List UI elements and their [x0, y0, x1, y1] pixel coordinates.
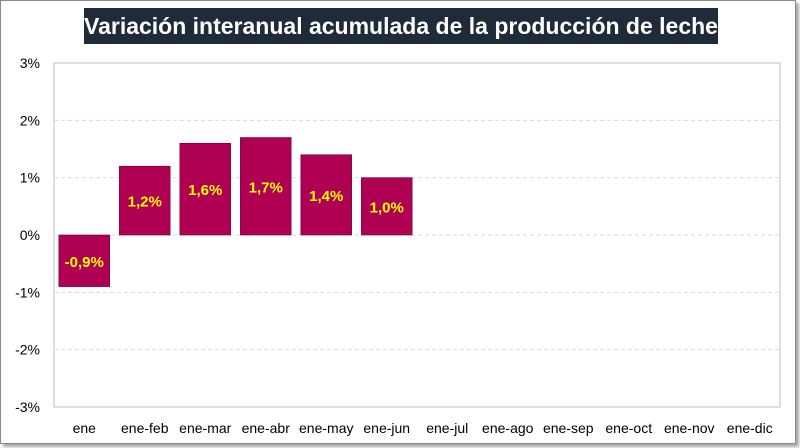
- x-tick-label-ene-mar: ene-mar: [179, 420, 231, 436]
- bar-ene-jun: [361, 177, 413, 236]
- x-tick-label-ene-jun: ene-jun: [363, 420, 410, 436]
- gridlines: [53, 62, 781, 408]
- chart-title: Variación interanual acumulada de la pro…: [84, 8, 718, 44]
- bar-ene-mar: [179, 142, 231, 236]
- x-tick-label-ene-nov: ene-nov: [664, 420, 715, 436]
- data-label-ene: -0,9%: [65, 254, 104, 271]
- x-tick-label-ene-dic: ene-dic: [727, 420, 773, 436]
- data-label-ene-abr: 1,7%: [249, 179, 283, 196]
- x-tick-label-ene-jul: ene-jul: [426, 420, 468, 436]
- bar-ene-feb: [119, 165, 171, 236]
- y-tick-label: 0%: [20, 227, 40, 243]
- data-label-ene-feb: 1,2%: [128, 194, 162, 211]
- x-tick-label-ene-abr: ene-abr: [242, 420, 291, 436]
- x-tick-label-ene-feb: ene-feb: [121, 420, 169, 436]
- data-labels: -0,9% 1,2% 1,6% 1,7% 1,4% 1,0%: [65, 179, 404, 271]
- x-tick-label-ene-may: ene-may: [299, 420, 353, 436]
- y-axis-ticks: 3% 2% 1% 0% -1% -2% -3%: [15, 55, 40, 415]
- data-label-ene-mar: 1,6%: [188, 182, 222, 199]
- y-tick-label: 2%: [20, 112, 40, 128]
- x-axis-ticks: ene ene-feb ene-mar ene-abr ene-may ene-jun en…: [73, 420, 773, 436]
- y-tick-label: -2%: [15, 342, 40, 358]
- x-tick-label-ene-sep: ene-sep: [543, 420, 594, 436]
- x-tick-label-ene-oct: ene-oct: [605, 420, 652, 436]
- x-tick-label-ene-ago: ene-ago: [482, 420, 534, 436]
- y-tick-label: -3%: [15, 399, 40, 415]
- bar-ene-may: [300, 154, 352, 236]
- bars: [58, 137, 413, 287]
- bar-ene: [58, 234, 110, 287]
- y-tick-label: 1%: [20, 170, 40, 186]
- y-tick-label: 3%: [20, 55, 40, 71]
- x-tick-label-ene: ene: [73, 420, 97, 436]
- data-label-ene-may: 1,4%: [309, 188, 343, 205]
- bar-ene-abr: [240, 137, 292, 236]
- data-label-ene-jun: 1,0%: [370, 199, 404, 216]
- y-tick-label: -1%: [15, 284, 40, 300]
